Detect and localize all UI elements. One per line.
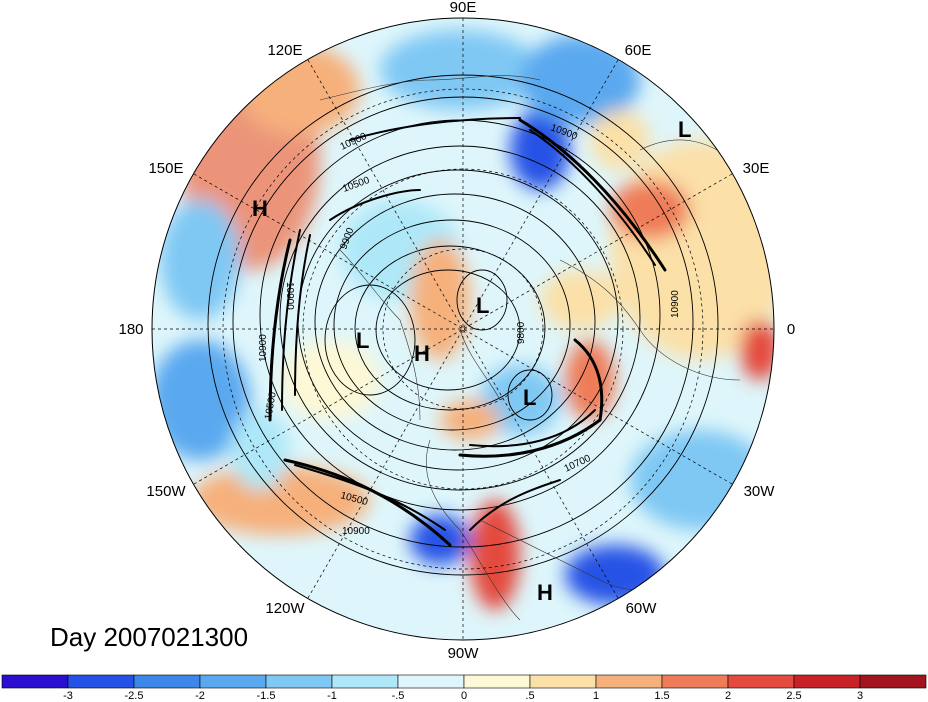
colorbar-tick-label: 0	[461, 690, 467, 702]
colorbar-swatch	[397, 674, 465, 689]
low-marker: L	[356, 328, 369, 353]
high-marker: H	[537, 580, 553, 605]
lon-label-150w: 150W	[146, 483, 186, 500]
pressure-systems: H L L L H L H	[252, 117, 691, 605]
lon-label-120e: 120E	[267, 42, 302, 59]
colorbar-swatch	[331, 674, 399, 689]
contour-label: 10900	[284, 282, 295, 310]
colorbar-swatch	[463, 674, 531, 689]
colorbar-swatch	[793, 674, 861, 689]
lon-label-90e: 90E	[450, 0, 477, 16]
day-label: Day 2007021300	[50, 622, 248, 652]
lon-label-150e: 150E	[148, 160, 183, 177]
contour-label: 10900	[342, 526, 370, 537]
colorbar-tick-label: -1	[327, 690, 337, 702]
colorbar-tick-label: -1.5	[257, 690, 276, 702]
lon-label-90w: 90W	[448, 645, 480, 662]
colorbar-tick-label: -2.5	[125, 690, 144, 702]
colorbar: -3 -2.5 -2 -1.5 -1 -.5 0 .5 1 1.5 2 2.5 3	[1, 674, 927, 702]
colorbar-swatch	[133, 674, 201, 689]
lon-label-120w: 120W	[265, 600, 305, 617]
jet-contours	[268, 117, 667, 547]
longitude-labels: 90E 60E 30E 0 30W 60W 90W 120W 150W 180 …	[118, 0, 795, 662]
contour-label: 10900	[258, 334, 269, 362]
colorbar-tick-label: 2.5	[786, 690, 801, 702]
colorbar-tick-label: 1	[593, 690, 599, 702]
colorbar-swatch	[199, 674, 267, 689]
lon-label-30e: 30E	[743, 160, 770, 177]
colorbar-tick-label: -2	[195, 690, 205, 702]
colorbar-tick-label: -.5	[392, 690, 405, 702]
colorbar-swatch	[67, 674, 135, 689]
low-marker: L	[476, 293, 489, 318]
lon-label-30w: 30W	[744, 483, 776, 500]
colorbar-tick-label: 2	[725, 690, 731, 702]
contour-label: 9800	[516, 321, 527, 344]
colorbar-swatch	[859, 674, 927, 689]
colorbar-swatch	[529, 674, 597, 689]
anomaly-shading	[152, 18, 774, 640]
colorbar-tick-label: -3	[63, 690, 73, 702]
colorbar-tick-label: 3	[857, 690, 863, 702]
high-marker: H	[252, 196, 268, 221]
map-boundary	[151, 17, 775, 641]
low-marker: L	[523, 385, 536, 410]
lon-label-0: 0	[787, 321, 795, 338]
colorbar-swatch	[1, 674, 69, 689]
lon-label-60e: 60E	[625, 42, 652, 59]
colorbar-swatch	[595, 674, 663, 689]
lon-label-60w: 60W	[626, 600, 658, 617]
colorbar-swatch	[661, 674, 729, 689]
colorbar-tick-label: .5	[525, 690, 534, 702]
high-marker: H	[414, 341, 430, 366]
graticule	[152, 18, 774, 640]
colorbar-swatch	[727, 674, 795, 689]
colorbar-tick-label: 1.5	[654, 690, 669, 702]
lon-label-180: 180	[118, 321, 143, 338]
contour-label: 10900	[670, 290, 681, 318]
contour-label: 10500	[263, 391, 279, 421]
colorbar-swatch	[265, 674, 333, 689]
low-marker: L	[678, 117, 691, 142]
